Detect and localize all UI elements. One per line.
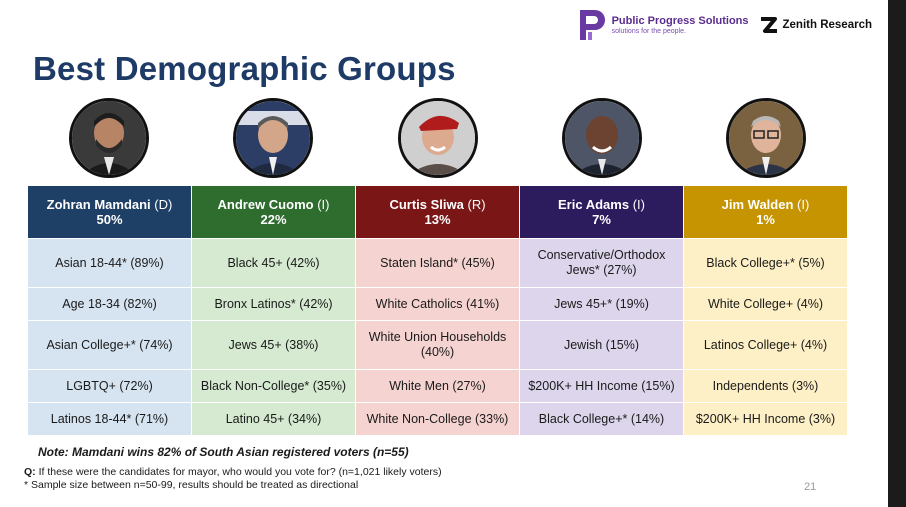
table-cell: Latinos 18-44* (71%) bbox=[27, 402, 192, 436]
demographic-table: Zohran Mamdani (D) 50% Andrew Cuomo (I) … bbox=[27, 185, 848, 436]
candidate-party: (I) bbox=[797, 197, 810, 212]
table-cell: White Union Households (40%) bbox=[355, 320, 520, 370]
table-cell: Jews 45+* (19%) bbox=[519, 287, 684, 321]
table-cell: LGBTQ+ (72%) bbox=[27, 369, 192, 403]
mamdani-portrait bbox=[69, 98, 150, 178]
pps-logo-icon bbox=[579, 10, 605, 40]
pps-logo-tagline: solutions for the people. bbox=[611, 27, 686, 35]
sample-size-note: * Sample size between n=50-99, results s… bbox=[24, 479, 359, 491]
candidate-party: (I) bbox=[632, 197, 645, 212]
table-cell: Black College+* (5%) bbox=[683, 238, 848, 288]
slide-title: Best Demographic Groups bbox=[33, 50, 456, 87]
candidate-name: Eric Adams bbox=[558, 197, 630, 212]
public-progress-solutions-logo: Public Progress Solutions solutions for … bbox=[578, 8, 749, 42]
question-text: If these were the candidates for mayor, … bbox=[35, 466, 442, 478]
candidate-name: Andrew Cuomo bbox=[217, 197, 314, 212]
pps-logo-name: Public Progress Solutions bbox=[611, 14, 749, 27]
header-cuomo: Andrew Cuomo (I) 22% bbox=[191, 185, 356, 239]
table-cell: Jews 45+ (38%) bbox=[191, 320, 356, 370]
table-cell: Asian College+* (74%) bbox=[27, 320, 192, 370]
table-cell: White Non-College (33%) bbox=[355, 402, 520, 436]
table-cell: Age 18-34 (82%) bbox=[27, 287, 192, 321]
header-sliwa: Curtis Sliwa (R) 13% bbox=[355, 185, 520, 239]
table-cell: Bronx Latinos* (42%) bbox=[191, 287, 356, 321]
candidate-name: Zohran Mamdani bbox=[46, 197, 151, 212]
candidate-name: Jim Walden bbox=[721, 197, 794, 212]
table-cell: Staten Island* (45%) bbox=[355, 238, 520, 288]
table-cell: White Men (27%) bbox=[355, 369, 520, 403]
candidate-party: (D) bbox=[154, 197, 173, 212]
adams-portrait bbox=[561, 98, 642, 178]
candidate-pct: 7% bbox=[592, 212, 611, 227]
candidate-party: (R) bbox=[467, 197, 486, 212]
zenith-logo-name: Zenith Research bbox=[782, 19, 872, 31]
table-row: Asian College+* (74%) Jews 45+ (38%) Whi… bbox=[27, 320, 848, 370]
candidate-pct: 50% bbox=[96, 212, 123, 227]
table-row: LGBTQ+ (72%) Black Non-College* (35%) Wh… bbox=[27, 369, 848, 403]
question-label: Q: bbox=[24, 466, 36, 478]
table-cell: White Catholics (41%) bbox=[355, 287, 520, 321]
walden-portrait bbox=[725, 98, 806, 178]
zenith-logo-icon bbox=[760, 17, 777, 33]
candidate-party: (I) bbox=[317, 197, 330, 212]
table-row: Latinos 18-44* (71%) Latino 45+ (34%) Wh… bbox=[27, 402, 848, 436]
table-cell: Asian 18-44* (89%) bbox=[27, 238, 192, 288]
candidate-pct: 13% bbox=[424, 212, 451, 227]
page-number: 21 bbox=[804, 481, 817, 493]
zenith-research-logo: Zenith Research bbox=[759, 15, 872, 35]
candidate-pct: 22% bbox=[260, 212, 287, 227]
window-edge-bar bbox=[888, 0, 906, 507]
table-cell: $200K+ HH Income (15%) bbox=[519, 369, 684, 403]
table-cell: Black 45+ (42%) bbox=[191, 238, 356, 288]
header-walden: Jim Walden (I) 1% bbox=[683, 185, 848, 239]
table-cell: Conservative/Orthodox Jews* (27%) bbox=[519, 238, 684, 288]
candidate-photos bbox=[27, 98, 848, 182]
table-cell: Black Non-College* (35%) bbox=[191, 369, 356, 403]
table-header-row: Zohran Mamdani (D) 50% Andrew Cuomo (I) … bbox=[27, 185, 848, 239]
table-cell: Latinos College+ (4%) bbox=[683, 320, 848, 370]
candidate-pct: 1% bbox=[756, 212, 775, 227]
table-cell: White College+ (4%) bbox=[683, 287, 848, 321]
header-mamdani: Zohran Mamdani (D) 50% bbox=[27, 185, 192, 239]
sliwa-portrait bbox=[397, 98, 478, 178]
table-cell: Independents (3%) bbox=[683, 369, 848, 403]
header-adams: Eric Adams (I) 7% bbox=[519, 185, 684, 239]
table-cell: Latino 45+ (34%) bbox=[191, 402, 356, 436]
cuomo-portrait bbox=[233, 98, 314, 178]
table-row: Asian 18-44* (89%) Black 45+ (42%) State… bbox=[27, 238, 848, 288]
candidate-name: Curtis Sliwa bbox=[389, 197, 464, 212]
table-cell: $200K+ HH Income (3%) bbox=[683, 402, 848, 436]
table-cell: Black College+* (14%) bbox=[519, 402, 684, 436]
source-footer: Q: If these were the candidates for mayo… bbox=[24, 466, 442, 492]
table-cell: Jewish (15%) bbox=[519, 320, 684, 370]
logo-bar: Public Progress Solutions solutions for … bbox=[578, 8, 872, 42]
table-row: Age 18-34 (82%) Bronx Latinos* (42%) Whi… bbox=[27, 287, 848, 321]
footnote-mamdani: Note: Mamdani wins 82% of South Asian re… bbox=[38, 445, 409, 459]
